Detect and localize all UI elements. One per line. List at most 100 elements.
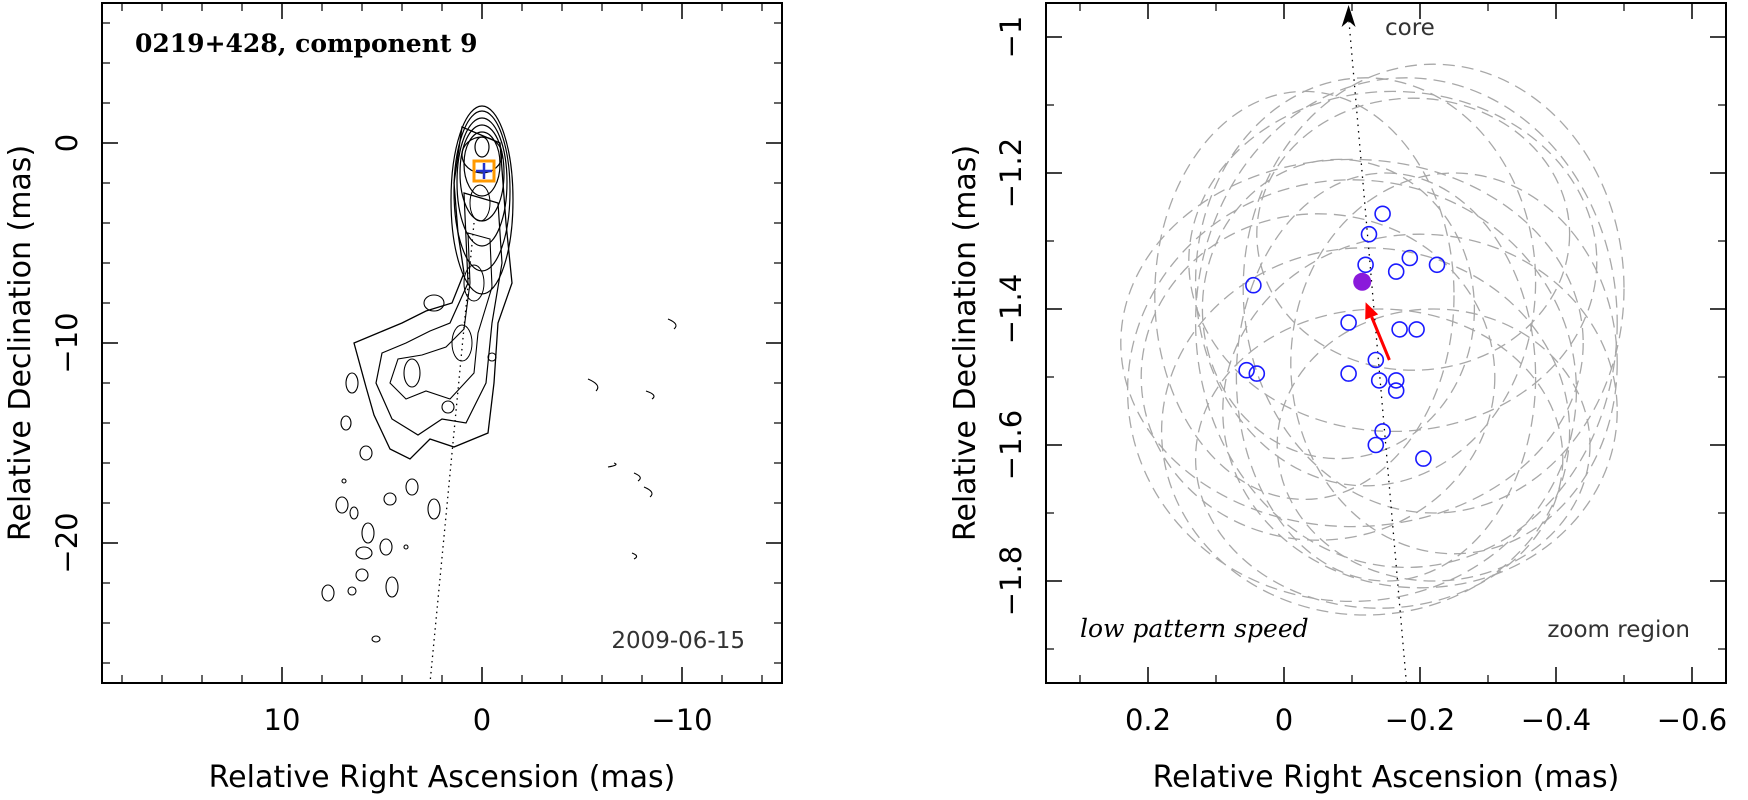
open-position-point [1367,351,1385,369]
error-ellipse [1194,308,1564,609]
contour-blob [383,492,397,506]
right-y-tick-labels: −1 −1.2 −1.4 −1.6 −1.8 [994,16,1028,617]
contour-blob [379,538,393,556]
motion-arrow-shaft [1370,316,1391,361]
jet-knot-contour [469,184,491,222]
contour-blob [405,478,419,496]
open-position-point [1387,382,1405,399]
open-position-point [1408,321,1425,338]
open-position-point [1360,225,1378,243]
error-ellipse [1120,158,1584,528]
left-x-tick-label: 10 [264,703,301,737]
contour-blob [403,544,409,550]
contour-blob [349,506,359,520]
error-ellipse [1154,90,1455,501]
open-position-point [1245,276,1262,294]
right-x-tick-label: −0.4 [1521,703,1591,737]
core-direction-label: core [1385,15,1435,41]
left-y-tick-label: −20 [50,512,84,573]
error-ellipse [1194,77,1618,569]
zoom-region-label: zoom region [1547,617,1690,643]
open-position-point [1401,249,1419,267]
open-position-point [1248,365,1266,382]
contour-blob [403,358,421,388]
contour-blob [355,546,373,560]
core-direction-dotted-line [1347,16,1408,684]
error-ellipse [1201,158,1476,460]
contour-blob [321,584,335,602]
right-x-axis-title: Relative Right Ascension (mas) [1153,760,1620,795]
contour-blob [385,576,399,598]
right-zoom-panel: 0.2 0 −0.2 −0.4 −0.6 −1 −1.2 −1.4 −1.6 −1.8 core… [948,2,1727,795]
noise-contour-arc [645,390,655,400]
core-direction-arrowhead [1341,5,1356,27]
open-position-point [1374,423,1391,440]
error-ellipse [1188,90,1598,433]
noise-contour-arc [607,462,617,468]
core-contour [463,131,501,197]
contour-blob [345,372,359,394]
left-x-tick-label: 0 [473,703,491,737]
error-ellipse [1276,308,1591,582]
open-position-point [1370,372,1388,389]
contour-blob [487,352,497,362]
contour-blob [427,498,441,520]
core-contour [474,136,490,158]
contour-blob [371,635,381,643]
open-position-point [1415,450,1432,467]
right-axis-ticks [1046,3,1726,683]
left-y-axis-title: Relative Declination (mas) [3,145,38,541]
right-plot-frame [1045,2,1727,684]
motion-arrow-head [1365,302,1379,320]
core-contour [456,117,508,247]
left-x-tick-label: −10 [651,703,712,737]
contour-blob [423,294,445,312]
left-axis-ticks [102,3,782,683]
right-x-tick-label: 0.2 [1125,703,1171,737]
right-x-tick-label: −0.2 [1385,703,1455,737]
error-ellipse [1242,63,1625,514]
core-contour [461,136,503,174]
noise-contour-arc [643,486,653,498]
error-ellipse [1126,179,1578,603]
open-position-point [1428,256,1446,274]
right-y-tick-label: −1.2 [994,138,1028,208]
jet-axis-dotted-line [429,222,475,684]
open-position-point [1387,263,1405,280]
right-y-tick-label: −1.6 [994,410,1028,480]
right-x-tick-label: 0 [1275,703,1293,737]
open-position-point [1340,314,1357,331]
jet-outer-contour [353,126,513,460]
right-y-tick-label: −1.4 [994,274,1028,344]
contour-blob [441,400,455,414]
contour-blob [347,586,357,596]
pattern-speed-label: low pattern speed [1080,614,1309,643]
jet-knot-contour [463,264,485,302]
mean-position-point [1353,272,1372,291]
left-y-tick-label: 0 [50,134,84,152]
open-position-point [1391,321,1408,338]
error-ellipse [1160,247,1571,616]
right-y-tick-label: −1.8 [994,546,1028,616]
open-position-point [1387,372,1405,389]
open-position-point [1374,205,1391,223]
right-x-tick-label: −0.6 [1657,703,1727,737]
contour-blob [341,478,347,484]
open-position-point [1357,256,1374,274]
right-x-tick-labels: 0.2 0 −0.2 −0.4 −0.6 [1125,703,1727,737]
error-ellipse [1256,97,1571,371]
error-ellipse [1140,213,1496,541]
contour-blob [355,568,369,582]
jet-mid-contour [375,192,503,436]
left-plot-frame [101,2,783,684]
error-ellipse [1194,77,1537,487]
open-position-point [1238,361,1255,379]
open-position-point [1367,436,1385,454]
contour-blob [359,445,373,461]
error-ellipses [1120,63,1625,616]
left-x-axis-title: Relative Right Ascension (mas) [209,760,676,795]
right-y-axis-title: Relative Declination (mas) [948,145,983,541]
noise-contour-arc [633,472,641,482]
left-y-tick-label: −10 [50,312,84,373]
